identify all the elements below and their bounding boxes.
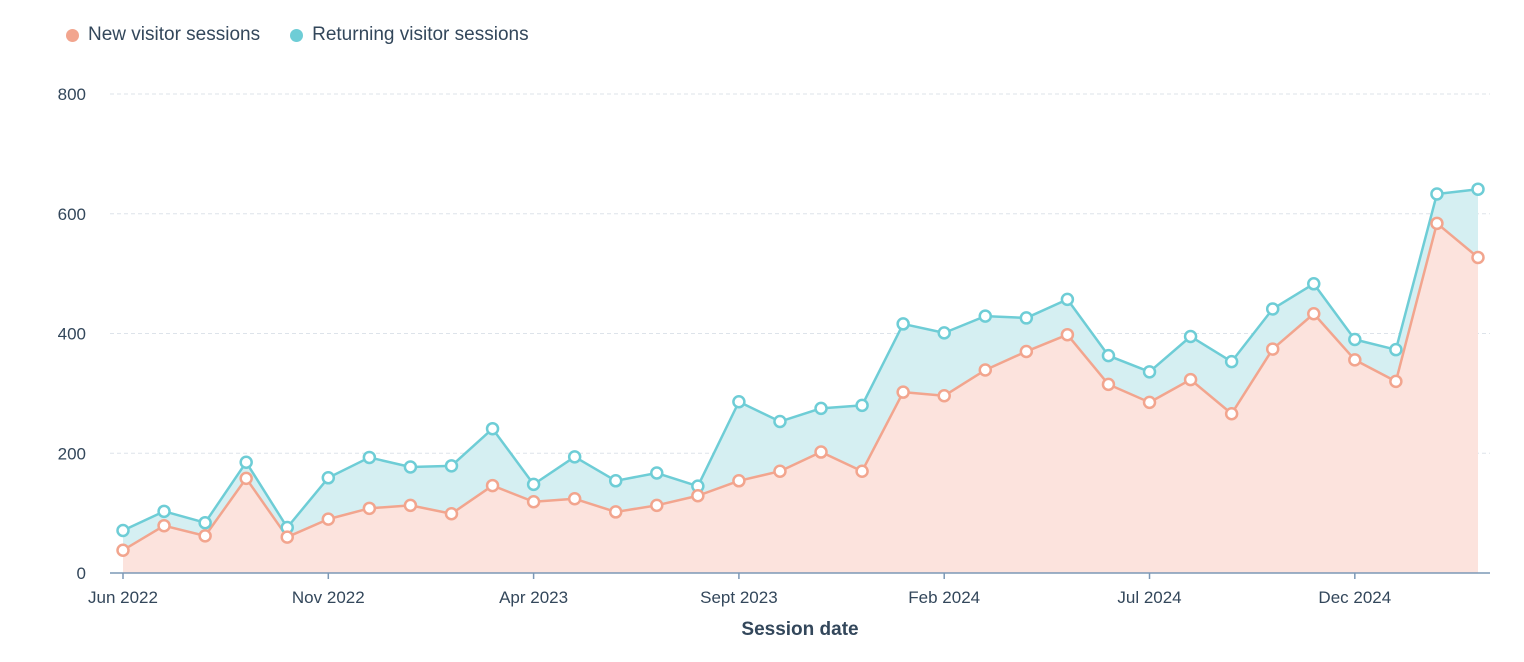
point-returning-visitors bbox=[1265, 302, 1280, 316]
point-new-visitors bbox=[1307, 306, 1321, 321]
point-new-visitors bbox=[567, 492, 582, 506]
point-new-visitors bbox=[1430, 216, 1444, 231]
point-new-visitors bbox=[1183, 372, 1198, 387]
point-new-visitors bbox=[1019, 344, 1034, 359]
x-tick-label: Apr 2023 bbox=[499, 588, 568, 607]
point-returning-visitors bbox=[650, 466, 664, 480]
point-new-visitors bbox=[116, 543, 130, 557]
point-new-visitors bbox=[403, 498, 418, 513]
point-returning-visitors bbox=[403, 460, 418, 474]
point-returning-visitors bbox=[896, 317, 910, 331]
point-new-visitors bbox=[855, 464, 869, 478]
point-returning-visitors bbox=[526, 477, 541, 492]
point-returning-visitors bbox=[239, 455, 253, 469]
point-new-visitors bbox=[1224, 406, 1239, 421]
x-axis-title: Session date bbox=[741, 619, 858, 640]
point-new-visitors bbox=[1389, 374, 1403, 389]
area-returning-visitors bbox=[123, 189, 1478, 551]
point-new-visitors bbox=[732, 474, 746, 488]
y-tick-label-800: 800 bbox=[58, 85, 86, 104]
point-returning-visitors bbox=[1183, 329, 1198, 344]
legend-swatch-returning-visitors bbox=[290, 28, 304, 42]
point-new-visitors bbox=[321, 512, 336, 526]
point-returning-visitors bbox=[116, 523, 130, 538]
y-tick-label-600: 600 bbox=[58, 205, 86, 224]
point-returning-visitors bbox=[157, 504, 171, 519]
point-new-visitors bbox=[691, 489, 705, 503]
line-new-visitors bbox=[122, 222, 1479, 552]
x-tick-label: Feb 2024 bbox=[908, 588, 980, 607]
point-returning-visitors bbox=[1389, 342, 1403, 357]
x-tick-label: Jul 2024 bbox=[1117, 588, 1181, 607]
point-new-visitors bbox=[978, 363, 993, 377]
point-returning-visitors bbox=[978, 309, 993, 323]
point-returning-visitors bbox=[1348, 332, 1362, 347]
point-new-visitors bbox=[444, 506, 459, 521]
point-returning-visitors bbox=[198, 515, 212, 530]
point-returning-visitors bbox=[1471, 182, 1485, 196]
point-returning-visitors bbox=[1101, 348, 1116, 363]
point-new-visitors bbox=[608, 505, 623, 519]
point-new-visitors bbox=[650, 498, 664, 513]
legend-label-returning-visitors: Returning visitor sessions bbox=[312, 24, 529, 45]
y-tick-label-400: 400 bbox=[58, 325, 86, 344]
x-tick-label: Sept 2023 bbox=[700, 588, 778, 607]
point-returning-visitors bbox=[608, 474, 623, 488]
point-new-visitors bbox=[773, 464, 787, 478]
x-tick-label: Dec 2024 bbox=[1318, 588, 1391, 607]
point-returning-visitors bbox=[773, 414, 787, 429]
point-new-visitors bbox=[526, 494, 541, 509]
point-returning-visitors bbox=[732, 395, 746, 409]
series-lines bbox=[122, 187, 1479, 552]
point-returning-visitors bbox=[485, 421, 500, 436]
legend-item-returning-visitors[interactable]: Returning visitor sessions bbox=[290, 24, 529, 46]
x-tick-label: Nov 2022 bbox=[292, 588, 365, 607]
legend-item-new-visitors[interactable]: New visitor sessions bbox=[66, 24, 260, 46]
line-returning-visitors bbox=[122, 187, 1479, 532]
data-points bbox=[116, 182, 1485, 557]
legend-label-new-visitors: New visitor sessions bbox=[88, 24, 261, 45]
point-returning-visitors bbox=[362, 450, 377, 465]
point-new-visitors bbox=[198, 529, 212, 543]
x-tick-label: Jun 2022 bbox=[88, 588, 158, 607]
point-returning-visitors bbox=[937, 326, 951, 340]
point-returning-visitors bbox=[1019, 311, 1034, 325]
point-new-visitors bbox=[1265, 342, 1280, 356]
point-returning-visitors bbox=[1430, 187, 1444, 201]
point-new-visitors bbox=[1348, 353, 1362, 367]
area-fills bbox=[123, 189, 1478, 573]
point-returning-visitors bbox=[1307, 277, 1321, 291]
point-new-visitors bbox=[485, 478, 500, 493]
point-new-visitors bbox=[280, 530, 294, 544]
point-new-visitors bbox=[1142, 395, 1157, 410]
point-new-visitors bbox=[814, 445, 828, 459]
y-tick-label-0: 0 bbox=[77, 564, 86, 583]
point-returning-visitors bbox=[1060, 292, 1075, 307]
point-returning-visitors bbox=[1142, 365, 1157, 379]
point-returning-visitors bbox=[321, 471, 336, 485]
point-returning-visitors bbox=[567, 450, 582, 464]
point-new-visitors bbox=[157, 518, 171, 533]
point-new-visitors bbox=[937, 389, 951, 403]
y-tick-label-200: 200 bbox=[58, 444, 86, 463]
point-new-visitors bbox=[896, 385, 910, 399]
point-new-visitors bbox=[1101, 377, 1116, 392]
point-new-visitors bbox=[1471, 250, 1485, 265]
legend-swatch-new-visitors bbox=[66, 28, 79, 42]
point-returning-visitors bbox=[1224, 354, 1239, 369]
axes: 0 200 400 600 800 Jun 2022 Nov 2022 Apr 2023 Sep… bbox=[58, 85, 1490, 607]
area-new-visitors bbox=[123, 223, 1478, 573]
point-returning-visitors bbox=[814, 401, 828, 416]
point-new-visitors bbox=[1060, 327, 1075, 342]
point-new-visitors bbox=[239, 471, 253, 486]
chart-legend: New visitor sessions Returning visitor s… bbox=[66, 24, 529, 46]
point-returning-visitors bbox=[855, 398, 869, 413]
point-returning-visitors bbox=[444, 459, 459, 473]
point-new-visitors bbox=[362, 501, 377, 516]
